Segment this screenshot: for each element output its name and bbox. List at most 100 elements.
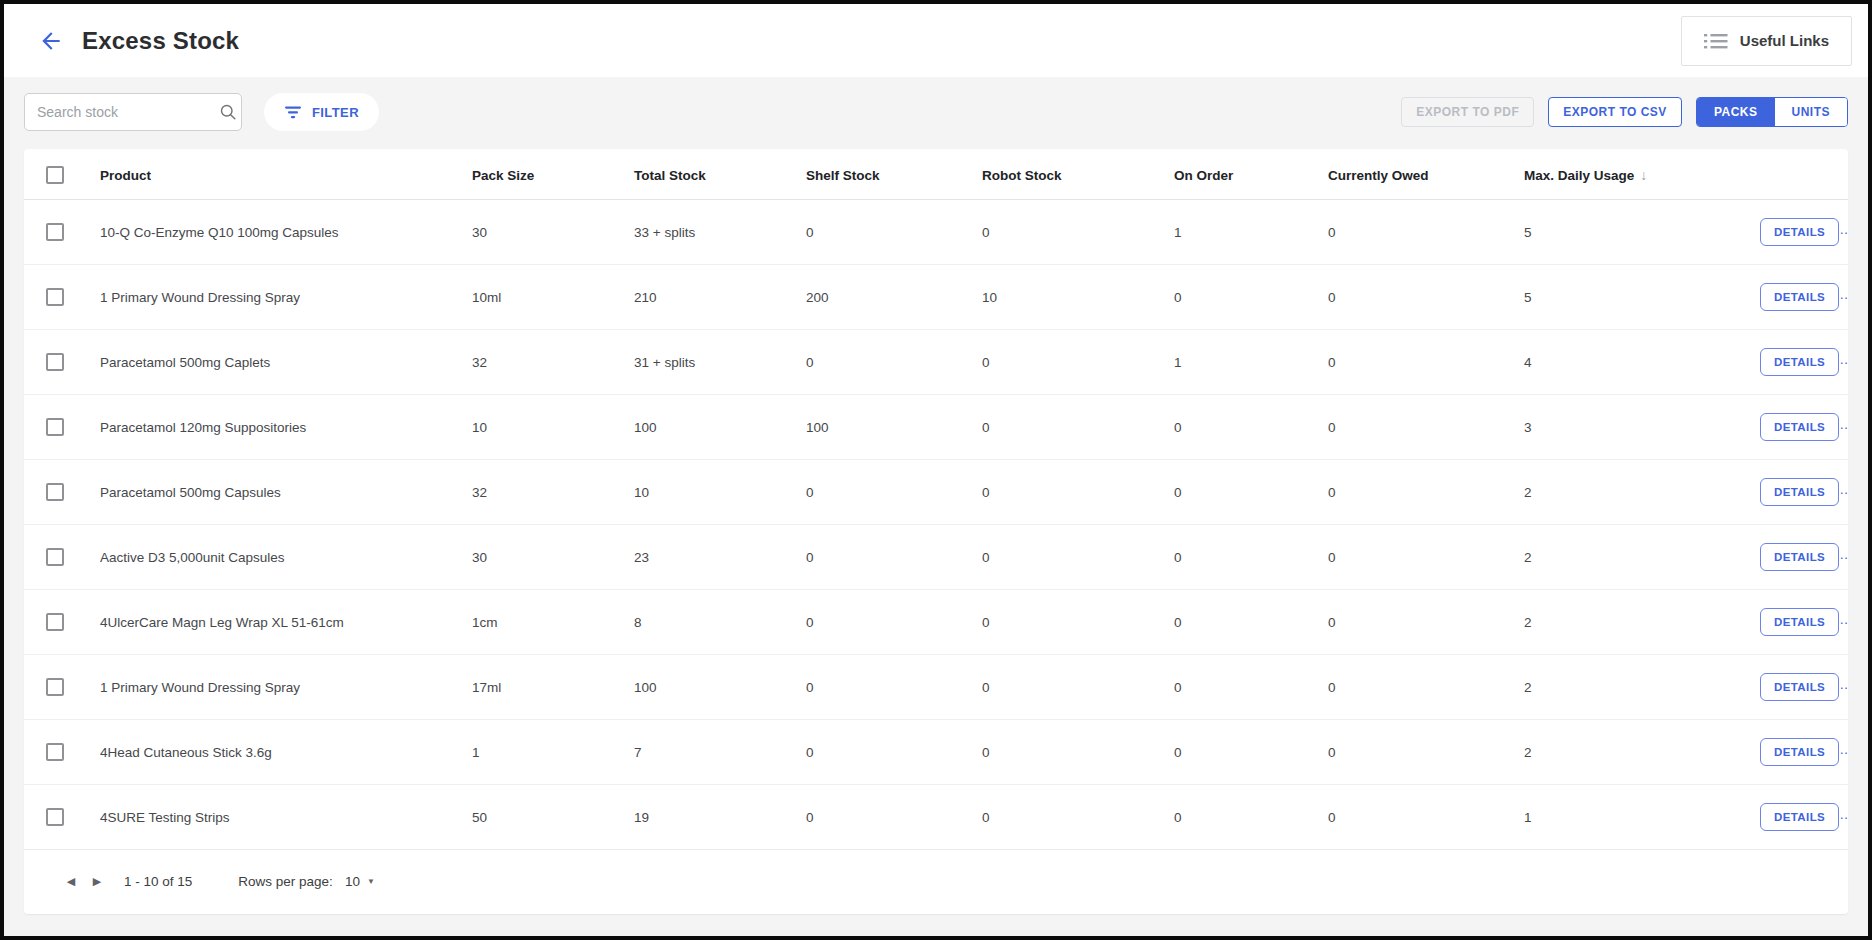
robot-stock-cell: 10 — [970, 265, 1162, 330]
max-daily-usage-cell: 2 — [1512, 655, 1748, 720]
row-checkbox[interactable] — [46, 743, 64, 761]
export-to-csv-button[interactable]: EXPORT TO CSV — [1548, 97, 1682, 127]
robot-stock-cell: 0 — [970, 330, 1162, 395]
page-range-label: 1 - 10 of 15 — [124, 874, 192, 889]
currently-owed-cell: 0 — [1316, 720, 1512, 785]
rows-per-page-value: 10 — [345, 874, 360, 889]
currently-owed-cell: 0 — [1316, 395, 1512, 460]
table-row: 1 Primary Wound Dressing Spray 10ml 210 … — [24, 265, 1848, 330]
table-row: Aactive D3 5,000unit Capsules 30 23 0 0 … — [24, 525, 1848, 590]
search-icon — [218, 102, 238, 122]
robot-stock-cell: 0 — [970, 655, 1162, 720]
total-stock-cell: 210 — [622, 265, 794, 330]
on-order-cell: 0 — [1162, 265, 1316, 330]
back-button[interactable] — [34, 24, 68, 58]
on-order-cell: 0 — [1162, 720, 1316, 785]
shelf-stock-cell: 0 — [794, 330, 970, 395]
shelf-stock-cell: 0 — [794, 590, 970, 655]
stock-table-card: Product Pack Size Total Stock Shelf Stoc… — [24, 149, 1848, 914]
pack-size-cell: 10ml — [460, 265, 622, 330]
row-checkbox[interactable] — [46, 613, 64, 631]
details-button[interactable]: DETAILS — [1760, 283, 1839, 311]
product-cell: 1 Primary Wound Dressing Spray — [88, 655, 460, 720]
max-daily-usage-cell: 5 — [1512, 265, 1748, 330]
units-toggle-button[interactable]: UNITS — [1775, 98, 1848, 126]
row-checkbox[interactable] — [46, 223, 64, 241]
shelf-stock-cell: 0 — [794, 655, 970, 720]
table-row: Paracetamol 500mg Caplets 32 31 + splits… — [24, 330, 1848, 395]
packs-units-toggle: PACKS UNITS — [1696, 97, 1848, 127]
max-daily-usage-cell: 2 — [1512, 590, 1748, 655]
product-cell: 10-Q Co-Enzyme Q10 100mg Capsules — [88, 200, 460, 265]
row-checkbox[interactable] — [46, 418, 64, 436]
row-checkbox[interactable] — [46, 808, 64, 826]
max-daily-usage-cell: 4 — [1512, 330, 1748, 395]
search-input[interactable] — [37, 104, 218, 120]
on-order-cell: 0 — [1162, 395, 1316, 460]
table-body: 10-Q Co-Enzyme Q10 100mg Capsules 30 33 … — [24, 200, 1848, 850]
details-button[interactable]: DETAILS — [1760, 803, 1839, 831]
product-cell: Paracetamol 120mg Suppositories — [88, 395, 460, 460]
useful-links-label: Useful Links — [1740, 32, 1829, 49]
app-window: Excess Stock Useful Links — [0, 0, 1872, 940]
on-order-cell: 0 — [1162, 460, 1316, 525]
details-button[interactable]: DETAILS — [1760, 218, 1839, 246]
currently-owed-cell: 0 — [1316, 785, 1512, 850]
select-all-checkbox[interactable] — [46, 166, 64, 184]
column-header-currently-owed: Currently Owed — [1316, 149, 1512, 200]
row-checkbox[interactable] — [46, 483, 64, 501]
total-stock-cell: 100 — [622, 395, 794, 460]
robot-stock-cell: 0 — [970, 200, 1162, 265]
stock-table: Product Pack Size Total Stock Shelf Stoc… — [24, 149, 1848, 850]
filter-button[interactable]: FILTER — [264, 93, 379, 131]
total-stock-cell: 19 — [622, 785, 794, 850]
details-button[interactable]: DETAILS — [1760, 738, 1839, 766]
pack-size-cell: 1 — [460, 720, 622, 785]
column-header-max-daily-usage[interactable]: Max. Daily Usage↓ — [1512, 149, 1748, 200]
robot-stock-cell: 0 — [970, 460, 1162, 525]
product-cell: 4UlcerCare Magn Leg Wrap XL 51-61cm — [88, 590, 460, 655]
details-button[interactable]: DETAILS — [1760, 478, 1839, 506]
pack-size-cell: 50 — [460, 785, 622, 850]
currently-owed-cell: 0 — [1316, 265, 1512, 330]
on-order-cell: 1 — [1162, 200, 1316, 265]
export-to-pdf-button[interactable]: EXPORT TO PDF — [1401, 97, 1534, 127]
table-row: 4UlcerCare Magn Leg Wrap XL 51-61cm 1cm … — [24, 590, 1848, 655]
product-cell: Paracetamol 500mg Capsules — [88, 460, 460, 525]
max-daily-usage-cell: 2 — [1512, 460, 1748, 525]
robot-stock-cell: 0 — [970, 785, 1162, 850]
useful-links-button[interactable]: Useful Links — [1681, 16, 1852, 66]
list-icon — [1704, 32, 1728, 50]
pack-size-cell: 10 — [460, 395, 622, 460]
pack-size-cell: 30 — [460, 200, 622, 265]
details-button[interactable]: DETAILS — [1760, 673, 1839, 701]
toolbar: FILTER EXPORT TO PDF EXPORT TO CSV PACKS… — [4, 77, 1868, 147]
on-order-cell: 0 — [1162, 655, 1316, 720]
product-cell: 4Head Cutaneous Stick 3.6g — [88, 720, 460, 785]
rows-per-page-select[interactable]: 10 ▼ — [345, 874, 375, 889]
total-stock-cell: 7 — [622, 720, 794, 785]
currently-owed-cell: 0 — [1316, 655, 1512, 720]
column-header-product: Product — [88, 149, 460, 200]
details-button[interactable]: DETAILS — [1760, 413, 1839, 441]
column-header-on-order: On Order — [1162, 149, 1316, 200]
row-checkbox[interactable] — [46, 678, 64, 696]
robot-stock-cell: 0 — [970, 720, 1162, 785]
max-daily-usage-cell: 2 — [1512, 525, 1748, 590]
previous-page-button[interactable]: ◀ — [58, 871, 84, 891]
total-stock-cell: 100 — [622, 655, 794, 720]
row-checkbox[interactable] — [46, 288, 64, 306]
shelf-stock-cell: 200 — [794, 265, 970, 330]
total-stock-cell: 8 — [622, 590, 794, 655]
details-button[interactable]: DETAILS — [1760, 608, 1839, 636]
packs-toggle-button[interactable]: PACKS — [1697, 98, 1775, 126]
row-checkbox[interactable] — [46, 548, 64, 566]
details-button[interactable]: DETAILS — [1760, 348, 1839, 376]
next-page-button[interactable]: ▶ — [84, 871, 110, 891]
row-checkbox[interactable] — [46, 353, 64, 371]
details-button[interactable]: DETAILS — [1760, 543, 1839, 571]
table-row: 1 Primary Wound Dressing Spray 17ml 100 … — [24, 655, 1848, 720]
back-arrow-icon — [38, 28, 64, 54]
table-row: 4SURE Testing Strips 50 19 0 0 0 0 1 DET… — [24, 785, 1848, 850]
column-header-shelf-stock: Shelf Stock — [794, 149, 970, 200]
